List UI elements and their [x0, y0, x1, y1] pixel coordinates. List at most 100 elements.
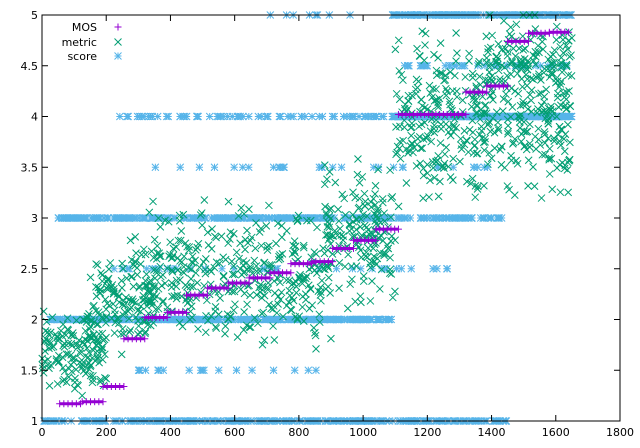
- score-point: [276, 112, 285, 121]
- score-point: [355, 112, 363, 121]
- score-point: [442, 264, 451, 273]
- score-point: [348, 112, 357, 121]
- score-point: [77, 214, 86, 222]
- x-tick-label: 1000: [349, 426, 377, 439]
- score-point: [200, 366, 208, 375]
- score-point: [223, 112, 232, 121]
- score-point: [230, 163, 239, 172]
- y-tick-label: 1.5: [21, 364, 39, 377]
- score-point: [356, 264, 365, 273]
- score-point: [394, 214, 403, 222]
- score-point: [269, 366, 278, 375]
- score-point: [244, 163, 253, 172]
- score-point: [442, 214, 451, 222]
- score-point: [493, 214, 501, 222]
- score-point: [275, 163, 283, 172]
- score-point: [217, 214, 225, 222]
- score-point: [59, 214, 68, 222]
- x-tick-label: 1600: [542, 426, 570, 439]
- score-point: [441, 61, 450, 70]
- score-point: [125, 214, 134, 222]
- x-tick-label: 800: [288, 426, 309, 439]
- legend-label-score: score: [67, 50, 97, 63]
- score-point: [210, 163, 219, 172]
- score-point: [333, 315, 341, 324]
- x-tick-label: 0: [39, 426, 46, 439]
- score-point: [419, 214, 428, 222]
- x-tick-label: 1400: [478, 426, 506, 439]
- score-point: [177, 315, 186, 324]
- score-point: [397, 264, 406, 273]
- score-point: [185, 366, 194, 375]
- score-point: [318, 112, 327, 121]
- y-tick-label: 2: [31, 314, 38, 327]
- score-point: [205, 112, 214, 121]
- y-tick-label: 4.5: [21, 60, 39, 73]
- score-point: [290, 366, 299, 375]
- score-point: [313, 214, 321, 222]
- score-point: [304, 366, 313, 375]
- score-point: [92, 214, 100, 222]
- score-point: [119, 214, 127, 222]
- score-point: [284, 112, 292, 121]
- legend-marker-score: [114, 52, 122, 60]
- score-point: [312, 366, 320, 375]
- y-tick-label: 1: [31, 415, 38, 428]
- score-point: [244, 112, 253, 121]
- score-point: [238, 163, 247, 172]
- y-tick-label: 4: [31, 111, 38, 124]
- x-tick-label: 1800: [606, 426, 634, 439]
- y-tick-label: 5: [31, 9, 38, 22]
- score-point: [188, 214, 197, 222]
- score-point: [115, 112, 124, 121]
- score-point: [148, 112, 157, 121]
- score-point: [151, 163, 160, 172]
- score-point: [154, 366, 162, 375]
- score-point: [225, 214, 233, 222]
- score-point: [325, 315, 333, 324]
- score-point: [450, 214, 458, 222]
- score-point: [567, 112, 576, 121]
- y-tick-label: 3.5: [21, 161, 39, 174]
- score-point: [240, 315, 248, 324]
- score-point: [399, 163, 407, 172]
- score-point: [132, 214, 140, 222]
- x-tick-label: 600: [224, 426, 245, 439]
- score-point: [264, 315, 273, 324]
- score-point: [169, 214, 178, 222]
- score-point: [459, 214, 467, 222]
- score-point: [135, 366, 144, 375]
- score-point: [215, 112, 223, 121]
- y-tick-label: 3: [31, 212, 38, 225]
- score-point: [434, 214, 443, 222]
- score-point: [381, 315, 390, 324]
- score-point: [63, 315, 72, 324]
- mos-segment: [394, 110, 470, 118]
- score-point: [265, 214, 273, 222]
- score-point: [262, 112, 270, 121]
- score-point: [176, 112, 184, 121]
- score-point: [459, 61, 467, 70]
- score-point: [232, 366, 241, 375]
- score-point: [124, 112, 133, 121]
- score-point: [236, 112, 245, 121]
- score-point: [379, 112, 388, 121]
- score-point: [361, 315, 370, 324]
- x-tick-label: 1200: [413, 426, 441, 439]
- score-point: [176, 163, 185, 172]
- score-point: [135, 112, 144, 121]
- score-point: [248, 366, 256, 375]
- x-tick-label: 200: [96, 426, 117, 439]
- score-point: [348, 264, 357, 273]
- score-point: [301, 112, 309, 121]
- x-tick-label: 400: [160, 426, 181, 439]
- score-point: [194, 112, 202, 121]
- legend-label-mos: MOS: [72, 21, 97, 34]
- score-point: [406, 214, 415, 222]
- legend-label-metric: metric: [62, 36, 97, 49]
- score-point: [426, 214, 434, 222]
- score-point: [195, 163, 204, 172]
- score-point: [254, 112, 263, 121]
- score-point: [372, 112, 381, 121]
